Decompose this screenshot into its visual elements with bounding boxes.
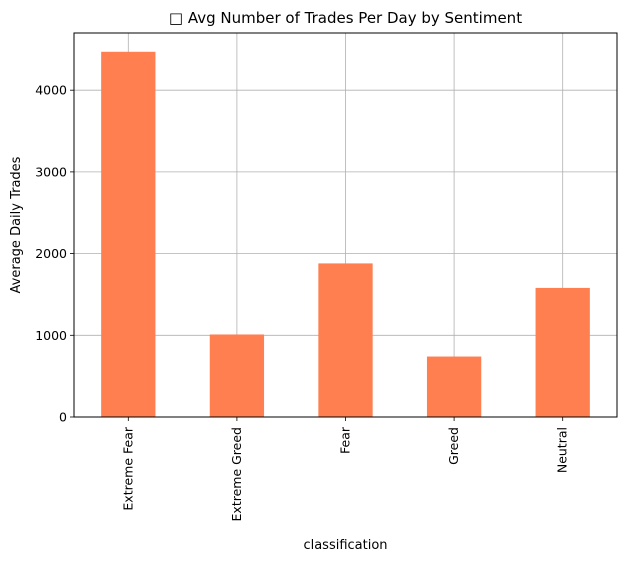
bar	[318, 263, 373, 417]
y-axis-ticks: 0 1000 2000 3000 4000	[35, 83, 74, 425]
y-tick-label: 3000	[35, 164, 67, 179]
y-tick-label: 0	[59, 410, 67, 425]
x-tick-label: Fear	[338, 426, 353, 454]
bar	[426, 356, 482, 417]
bar	[101, 51, 156, 417]
y-tick-label: 2000	[35, 246, 67, 261]
x-tick-label: Neutral	[555, 427, 570, 473]
x-tick-label: Greed	[446, 427, 461, 465]
x-tick-label: Extreme Fear	[120, 426, 135, 510]
y-tick-label: 4000	[35, 83, 67, 98]
bar	[209, 334, 265, 417]
y-axis-label: Average Daily Trades	[9, 156, 24, 293]
chart-title: □ Avg Number of Trades Per Day by Sentim…	[169, 9, 522, 27]
x-tick-label: Extreme Greed	[229, 427, 244, 521]
bar	[535, 287, 590, 417]
x-axis-label: classification	[303, 538, 387, 553]
x-axis-ticks: Extreme Fear Extreme Greed Fear Greed Neutra…	[120, 417, 570, 521]
y-tick-label: 1000	[35, 328, 67, 343]
bars	[101, 51, 590, 417]
